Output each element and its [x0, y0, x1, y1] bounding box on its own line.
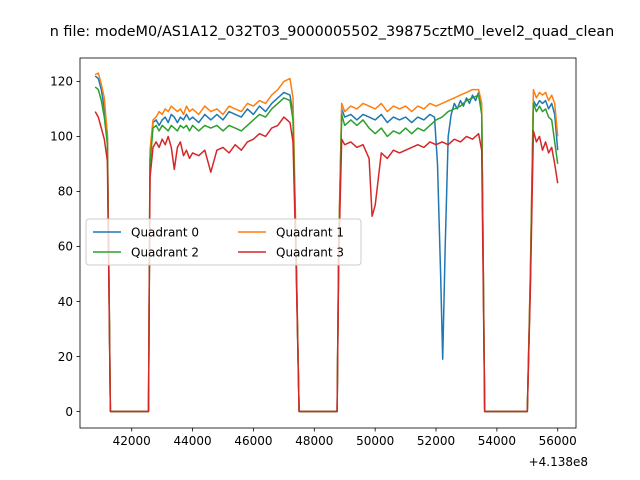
- x-axis-offset-label: +4.138e8: [529, 455, 588, 469]
- legend-label-quadrant-2: Quadrant 2: [131, 245, 199, 259]
- legend: Quadrant 0 Quadrant 1 Quadrant 2 Quadrant 3: [85, 218, 362, 266]
- y-tick-label: 40: [58, 295, 73, 309]
- x-tick-label: 50000: [356, 434, 394, 448]
- y-tick-label: 120: [50, 75, 73, 89]
- y-tick-label: 20: [58, 350, 73, 364]
- legend-label-quadrant-3: Quadrant 3: [276, 245, 344, 259]
- x-tick-label: 44000: [173, 434, 211, 448]
- legend-box: [85, 218, 362, 266]
- y-tick-label: 100: [50, 130, 73, 144]
- y-tick-label: 0: [65, 405, 73, 419]
- x-tick-label: 56000: [539, 434, 577, 448]
- chart-title: n file: modeM0/AS1A12_032T03_9000005502_…: [50, 24, 615, 40]
- axes-layer: 42000 44000 46000 48000 50000 52000 54000 56000…: [50, 75, 577, 448]
- y-tick-label: 60: [58, 240, 73, 254]
- x-tick-label: 48000: [295, 434, 333, 448]
- legend-label-quadrant-0: Quadrant 0: [131, 225, 199, 239]
- y-tick-label: 80: [58, 185, 73, 199]
- legend-label-quadrant-1: Quadrant 1: [276, 225, 344, 239]
- x-tick-label: 42000: [113, 434, 151, 448]
- x-tick-label: 54000: [478, 434, 516, 448]
- plot-area-frame: [79, 57, 577, 429]
- x-tick-label: 46000: [234, 434, 272, 448]
- x-tick-label: 52000: [417, 434, 455, 448]
- series-line-quadrant-3: [94, 111, 559, 413]
- series-layer: [94, 72, 559, 413]
